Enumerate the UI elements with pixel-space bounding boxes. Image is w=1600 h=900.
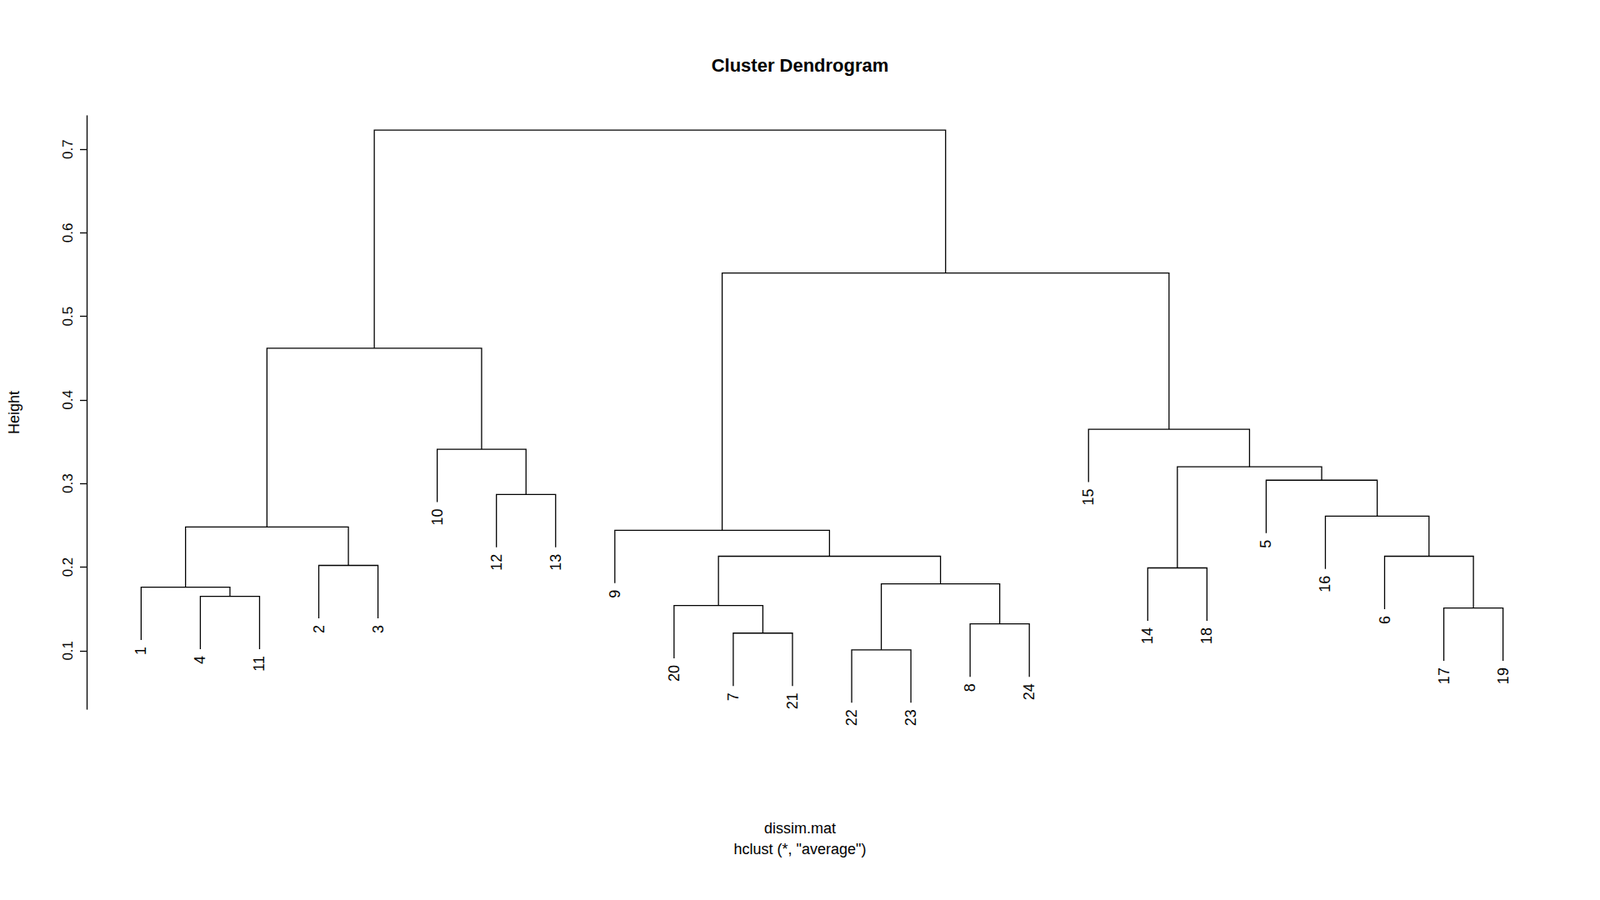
svg-text:5: 5 <box>1257 540 1275 549</box>
svg-text:4: 4 <box>191 655 209 665</box>
svg-text:0.4: 0.4 <box>60 390 76 410</box>
svg-text:Cluster Dendrogram: Cluster Dendrogram <box>711 55 890 76</box>
svg-text:24: 24 <box>1020 683 1038 700</box>
svg-text:11: 11 <box>250 655 268 672</box>
svg-text:17: 17 <box>1435 667 1453 685</box>
svg-text:0.7: 0.7 <box>60 139 76 160</box>
svg-text:21: 21 <box>784 692 801 710</box>
svg-text:0.3: 0.3 <box>60 473 76 494</box>
svg-text:8: 8 <box>961 683 979 692</box>
svg-text:13: 13 <box>547 554 565 571</box>
svg-text:0.1: 0.1 <box>60 640 76 661</box>
svg-text:14: 14 <box>1139 627 1156 645</box>
svg-text:hclust (*, "average"): hclust (*, "average") <box>734 840 867 858</box>
svg-text:10: 10 <box>429 509 446 526</box>
svg-text:1: 1 <box>132 646 150 655</box>
svg-text:2: 2 <box>310 625 328 634</box>
svg-text:12: 12 <box>488 554 505 571</box>
svg-text:0.5: 0.5 <box>60 306 76 327</box>
svg-text:20: 20 <box>665 665 683 682</box>
svg-text:18: 18 <box>1198 627 1215 645</box>
svg-text:22: 22 <box>843 709 860 726</box>
svg-text:15: 15 <box>1080 488 1097 505</box>
svg-text:Height: Height <box>5 390 23 435</box>
svg-text:0.6: 0.6 <box>60 223 76 244</box>
svg-text:16: 16 <box>1316 575 1334 593</box>
svg-text:19: 19 <box>1495 667 1512 685</box>
svg-text:9: 9 <box>606 590 624 599</box>
svg-text:dissim.mat: dissim.mat <box>764 820 836 837</box>
svg-text:3: 3 <box>370 625 387 634</box>
svg-text:0.2: 0.2 <box>60 557 76 578</box>
svg-text:6: 6 <box>1376 615 1394 625</box>
svg-text:23: 23 <box>902 709 920 726</box>
svg-text:7: 7 <box>725 692 742 701</box>
